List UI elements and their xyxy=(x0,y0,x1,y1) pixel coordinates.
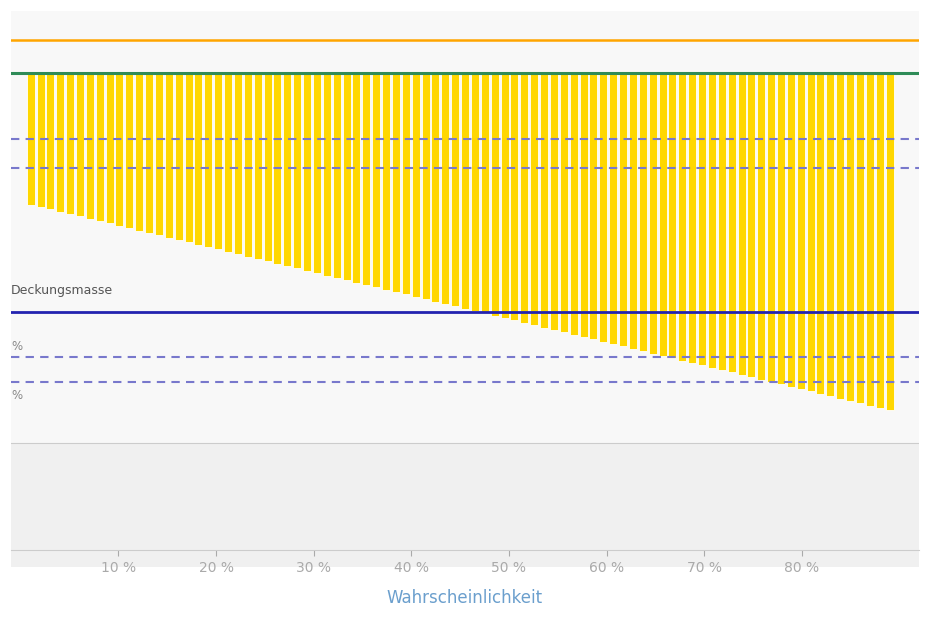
Bar xyxy=(363,73,370,285)
Bar xyxy=(145,73,153,233)
Bar xyxy=(570,73,578,335)
Bar xyxy=(432,73,440,301)
Bar xyxy=(273,73,282,264)
Bar xyxy=(609,73,618,344)
Bar xyxy=(797,73,804,389)
Bar xyxy=(106,73,113,223)
Bar xyxy=(590,73,597,339)
Bar xyxy=(313,73,321,273)
Bar xyxy=(175,73,182,240)
Bar xyxy=(727,73,736,373)
Bar xyxy=(520,73,528,323)
Bar xyxy=(836,73,844,399)
Bar xyxy=(866,73,874,405)
Bar xyxy=(412,73,419,297)
Bar xyxy=(254,73,261,259)
Bar xyxy=(777,73,785,384)
Bar xyxy=(392,73,400,292)
Bar xyxy=(579,73,588,337)
Bar xyxy=(619,73,627,347)
Bar xyxy=(303,73,312,271)
Bar xyxy=(382,73,390,290)
Bar xyxy=(698,73,706,365)
Bar xyxy=(856,73,864,403)
Bar xyxy=(876,73,884,408)
Bar xyxy=(135,73,143,231)
Text: Deckungsmasse: Deckungsmasse xyxy=(11,284,113,297)
Bar xyxy=(56,73,64,211)
Bar xyxy=(461,73,469,309)
Bar xyxy=(885,73,894,410)
Bar xyxy=(658,73,667,356)
Bar xyxy=(333,73,340,278)
Bar xyxy=(481,73,489,313)
Bar xyxy=(442,73,449,304)
Bar xyxy=(669,73,676,358)
Bar xyxy=(511,73,518,321)
Bar xyxy=(806,73,815,391)
Bar xyxy=(629,73,637,349)
Bar xyxy=(1,11,930,443)
Bar xyxy=(402,73,410,294)
Bar xyxy=(155,73,163,236)
Bar xyxy=(639,73,646,351)
Text: %: % xyxy=(11,340,22,353)
Bar xyxy=(284,73,291,266)
Text: %: % xyxy=(11,389,22,402)
Bar xyxy=(767,73,775,382)
Bar xyxy=(471,73,479,311)
Bar xyxy=(234,73,242,254)
Bar xyxy=(421,73,430,299)
Bar xyxy=(846,73,854,401)
Bar xyxy=(1,443,930,567)
Bar xyxy=(323,73,331,275)
Bar xyxy=(86,73,94,219)
Bar xyxy=(205,73,212,247)
Bar xyxy=(560,73,568,332)
Bar xyxy=(214,73,222,249)
Bar xyxy=(451,73,459,306)
Bar xyxy=(372,73,380,287)
Bar xyxy=(817,73,825,394)
Bar xyxy=(530,73,538,325)
Bar xyxy=(540,73,548,327)
Bar xyxy=(165,73,173,237)
Bar xyxy=(224,73,232,252)
Bar xyxy=(46,73,54,210)
Bar xyxy=(27,73,34,205)
Bar xyxy=(787,73,795,387)
Bar xyxy=(599,73,607,342)
Bar xyxy=(500,73,509,318)
Bar xyxy=(827,73,834,396)
Bar xyxy=(36,73,45,207)
Bar xyxy=(718,73,725,370)
Bar xyxy=(352,73,361,283)
Bar xyxy=(648,73,657,353)
X-axis label: Wahrscheinlichkeit: Wahrscheinlichkeit xyxy=(387,588,543,606)
Bar xyxy=(115,73,124,226)
Bar xyxy=(757,73,765,379)
Bar xyxy=(678,73,686,361)
Bar xyxy=(342,73,351,280)
Bar xyxy=(293,73,301,268)
Bar xyxy=(184,73,193,242)
Bar xyxy=(76,73,84,216)
Bar xyxy=(491,73,498,316)
Bar xyxy=(688,73,697,363)
Bar xyxy=(244,73,252,257)
Bar xyxy=(194,73,203,245)
Bar xyxy=(550,73,558,330)
Bar xyxy=(126,73,133,228)
Bar xyxy=(66,73,74,214)
Bar xyxy=(96,73,104,221)
Bar xyxy=(263,73,272,261)
Bar xyxy=(737,73,746,375)
Bar xyxy=(708,73,716,368)
Bar xyxy=(748,73,755,377)
